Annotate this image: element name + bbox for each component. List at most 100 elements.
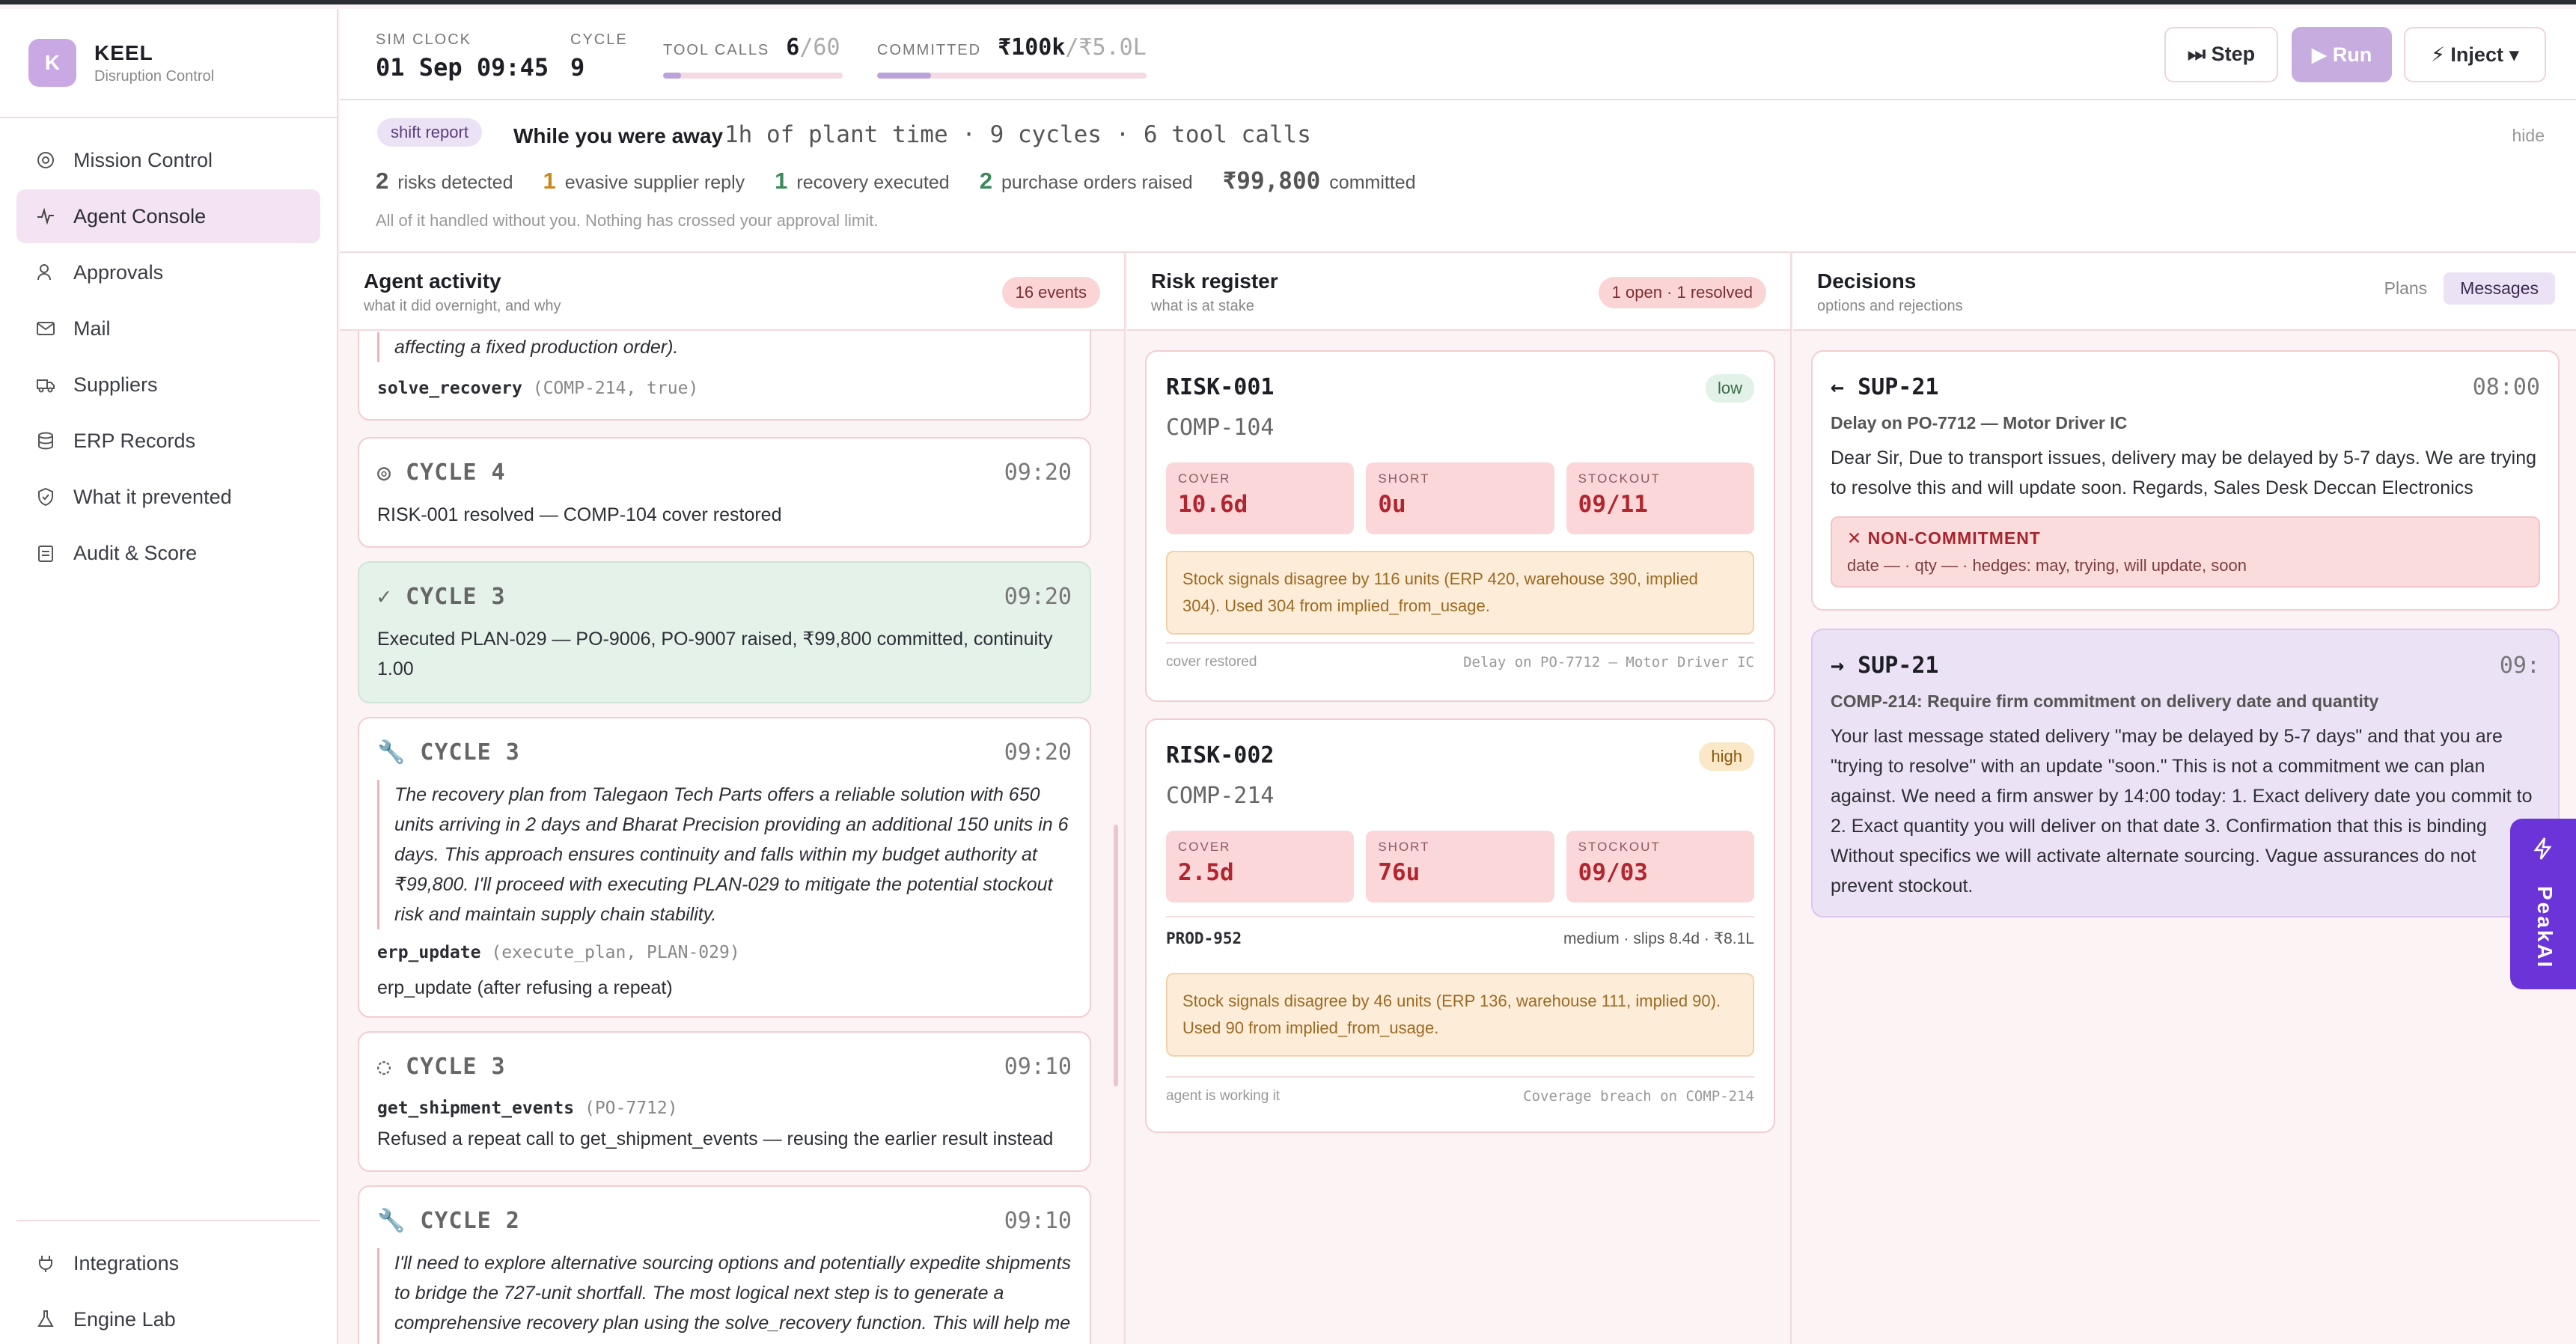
nav-mail[interactable]: Mail xyxy=(16,302,320,355)
peakai-label: PeakAI xyxy=(2533,886,2557,970)
cycle-stat: CYCLE 9 xyxy=(570,31,628,82)
brand-logo: K xyxy=(28,39,76,87)
event-card[interactable]: 🔧 CYCLE 3 09:20 The recovery plan from T… xyxy=(358,717,1091,1018)
stock-signal-warning: Stock signals disagree by 46 units (ERP … xyxy=(1166,973,1754,1057)
message-subject: COMP-214: Require firm commitment on del… xyxy=(1831,691,2379,711)
metric-evasive: 1 evasive supplier reply xyxy=(543,168,745,195)
risk-register-subtitle: what is at stake xyxy=(1151,298,1254,314)
brand-name: KEEL xyxy=(94,40,153,64)
activity-title: Agent activity xyxy=(364,269,501,293)
stockout-value: 09/03 xyxy=(1578,859,1648,886)
committed-bar-fill xyxy=(877,73,931,79)
event-text: Executed PLAN-029 — PO-9006, PO-9007 rai… xyxy=(377,629,1053,679)
committed-stat: COMMITTED ₹100k/₹5.0L xyxy=(877,34,1147,79)
nav-mission-control[interactable]: Mission Control xyxy=(16,133,320,187)
event-card[interactable]: ◎ CYCLE 4 09:20 RISK-001 resolved — COMP… xyxy=(358,437,1091,548)
activity-feed[interactable]: affecting a fixed production order). sol… xyxy=(340,331,1124,1344)
metric-pos: 2 purchase orders raised xyxy=(980,168,1193,195)
metric-number: 1 xyxy=(775,168,788,194)
nav-audit-score[interactable]: Audit & Score xyxy=(16,526,320,580)
risk-id: RISK-001 xyxy=(1166,374,1275,400)
message-supplier: → SUP-21 xyxy=(1831,653,1939,679)
sim-clock: SIM CLOCK 01 Sep 09:45 xyxy=(376,31,549,82)
sidebar-bottom: Integrations Engine Lab xyxy=(16,1220,320,1344)
risk-list: RISK-001 COMP-104 low COVER 10.6d SHORT 0u… xyxy=(1127,331,1790,1344)
stockout-value: 09/11 xyxy=(1578,491,1648,518)
committed-max: /₹5.0L xyxy=(1065,34,1147,61)
tab-messages[interactable]: Messages xyxy=(2444,272,2555,305)
message-list: ← SUP-21 08:00 Delay on PO-7712 — Motor … xyxy=(1793,331,2576,1344)
risk-level-badge: high xyxy=(1699,742,1754,771)
cover-label: COVER xyxy=(1178,471,1231,486)
nav-label: What it prevented xyxy=(73,485,232,508)
short-cell: SHORT 0u xyxy=(1366,462,1554,534)
risk-count-badge: 1 open · 1 resolved xyxy=(1598,277,1766,308)
risk-card[interactable]: RISK-001 COMP-104 low COVER 10.6d SHORT 0u… xyxy=(1145,350,1775,702)
activity-subtitle: what it did overnight, and why xyxy=(364,298,561,314)
cover-label: COVER xyxy=(1178,840,1231,854)
tool-calls-bar xyxy=(663,73,843,79)
cover-cell: COVER 2.5d xyxy=(1166,831,1355,902)
tab-plans[interactable]: Plans xyxy=(2384,278,2428,298)
run-button[interactable]: ▶ Run xyxy=(2292,27,2392,82)
tool-name: solve_recovery xyxy=(377,379,522,398)
inject-button[interactable]: ⚡ Inject ▾ xyxy=(2404,27,2546,82)
product-id: PROD-952 xyxy=(1166,929,1242,947)
event-cycle: 🔧 CYCLE 3 xyxy=(377,739,520,766)
nav-erp-records[interactable]: ERP Records xyxy=(16,414,320,468)
event-card[interactable]: ◌ CYCLE 3 09:10 get_shipment_events (PO-… xyxy=(358,1031,1091,1172)
risk-cause: Delay on PO-7712 — Motor Driver IC xyxy=(1463,654,1754,671)
stockout-label: STOCKOUT xyxy=(1578,840,1661,854)
metric-label: committed xyxy=(1329,172,1416,193)
message-card-inbound[interactable]: ← SUP-21 08:00 Delay on PO-7712 — Motor … xyxy=(1811,350,2560,611)
short-label: SHORT xyxy=(1378,840,1430,854)
tool-args: (COMP-214, true) xyxy=(532,379,699,398)
event-card[interactable]: ✓ CYCLE 3 09:20 Executed PLAN-029 — PO-9… xyxy=(358,561,1091,703)
hide-report-link[interactable]: hide xyxy=(2512,126,2545,145)
cycle-label: CYCLE xyxy=(570,31,628,48)
nav-label: Mission Control xyxy=(73,148,213,171)
shift-report-tag: shift report xyxy=(377,118,482,147)
product-detail: medium · slips 8.4d · ₹8.1L xyxy=(1563,930,1754,947)
message-subject: Delay on PO-7712 — Motor Driver IC xyxy=(1831,413,2128,433)
stockout-label: STOCKOUT xyxy=(1578,471,1661,486)
metric-label: recovery executed xyxy=(796,172,950,193)
message-body: Your last message stated delivery "may b… xyxy=(1831,726,2533,896)
stockout-cell: STOCKOUT 09/11 xyxy=(1566,462,1754,534)
truck-icon xyxy=(36,375,55,394)
nav-what-it-prevented[interactable]: What it prevented xyxy=(16,470,320,524)
peakai-tab[interactable]: PeakAI xyxy=(2510,819,2576,989)
risk-card[interactable]: RISK-002 COMP-214 high COVER 2.5d SHORT 76… xyxy=(1145,718,1775,1133)
metric-committed: ₹99,800 committed xyxy=(1223,168,1416,195)
decisions-subtitle: options and rejections xyxy=(1817,298,1963,314)
event-tool-call: erp_update (execute_plan, PLAN-029) xyxy=(377,943,740,962)
message-card-outbound[interactable]: → SUP-21 09: COMP-214: Require firm comm… xyxy=(1811,629,2560,917)
decisions-column: Decisions options and rejections Plans M… xyxy=(1793,253,2576,1344)
activity-scrollbar[interactable] xyxy=(1114,825,1118,1087)
nav-approvals[interactable]: Approvals xyxy=(16,245,320,299)
step-button[interactable]: ⏭ Step xyxy=(2164,27,2278,82)
metric-risks: 2 risks detected xyxy=(376,168,513,195)
event-cycle: ✓ CYCLE 3 xyxy=(377,584,506,610)
event-cycle: ◌ CYCLE 3 xyxy=(377,1054,506,1080)
event-reasoning: The recovery plan from Talegaon Tech Par… xyxy=(377,780,1072,929)
event-card[interactable]: 🔧 CYCLE 2 09:10 I'll need to explore alt… xyxy=(358,1185,1091,1344)
nav-agent-console[interactable]: Agent Console xyxy=(16,189,320,243)
nav-label: Approvals xyxy=(73,260,164,284)
tool-calls-stat: TOOL CALLS 6/60 xyxy=(663,34,843,79)
event-card: affecting a fixed production order). sol… xyxy=(358,331,1091,421)
flag-title: ✕ NON-COMMITMENT xyxy=(1847,528,2041,548)
nav-suppliers[interactable]: Suppliers xyxy=(16,358,320,412)
nav-integrations[interactable]: Integrations xyxy=(16,1236,320,1290)
brand-subtitle: Disruption Control xyxy=(94,67,215,85)
event-time: 09:20 xyxy=(1004,459,1072,486)
tool-calls-bar-fill xyxy=(663,73,681,79)
risk-cause: Coverage breach on COMP-214 xyxy=(1523,1088,1754,1105)
short-value: 76u xyxy=(1378,859,1420,886)
nav-engine-lab[interactable]: Engine Lab xyxy=(16,1292,320,1344)
brand: K KEEL Disruption Control xyxy=(0,9,337,118)
nav-label: Audit & Score xyxy=(73,541,198,564)
sidebar: K KEEL Disruption Control Mission Contro… xyxy=(0,9,338,1344)
metric-label: evasive supplier reply xyxy=(564,172,745,193)
metric-number: 2 xyxy=(979,168,992,194)
